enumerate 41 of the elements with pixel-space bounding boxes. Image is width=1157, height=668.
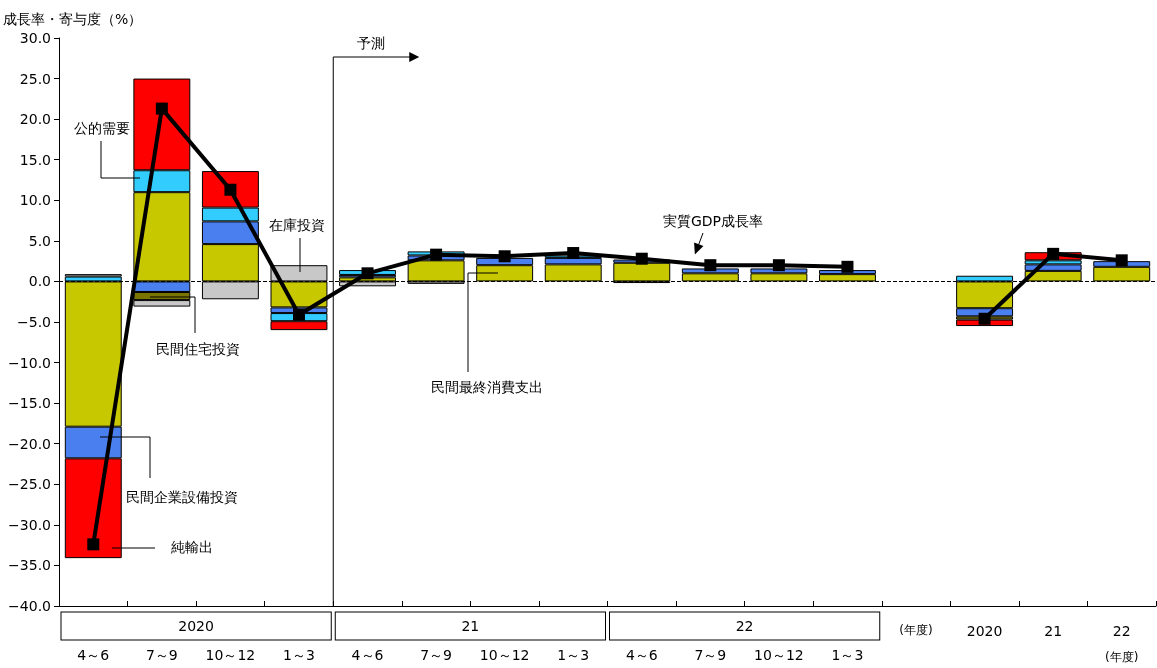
legend-label: 純輸出 <box>171 539 213 555</box>
text: 民間企業設備投資 <box>126 489 238 505</box>
y-tick-label: −35.0 <box>8 557 51 574</box>
x-tick-label: 1～3 <box>557 647 590 663</box>
x-tick-label: 7～9 <box>420 647 453 663</box>
y-tick-label: −40.0 <box>8 598 51 614</box>
annotation: 予測 <box>357 35 386 51</box>
y-tick-label: 0.0 <box>28 273 51 290</box>
y-tick-label: 30.0 <box>19 30 51 46</box>
x-tick-label: 1～3 <box>283 647 315 663</box>
x-tick-label: 4～6 <box>625 647 658 663</box>
y-tick-label: 20.0 <box>19 111 51 128</box>
y-tick-label: 25.0 <box>19 70 51 87</box>
text: (年度) <box>899 622 933 637</box>
x-tick-label: 1～3 <box>831 647 864 663</box>
x-tick-label: 2020 <box>966 623 1003 639</box>
y-axis-title: 成長率・寄与度（%） <box>3 11 143 27</box>
y-tick-label: −25.0 <box>8 476 51 493</box>
y-tick-label: −5.0 <box>17 314 51 330</box>
x-tick-label: 21 <box>1044 623 1063 639</box>
x-tick-label: 4～6 <box>351 647 384 663</box>
y-tick-label: 10.0 <box>19 192 51 209</box>
text: 公的需要 <box>74 120 130 136</box>
text: 実質GDP成長率 <box>662 213 764 229</box>
y-tick-label: −30.0 <box>8 516 51 533</box>
text: 在庫投資 <box>269 217 325 233</box>
x-tick-label: 10～12 <box>754 647 804 663</box>
y-tick-label: 15.0 <box>19 151 51 168</box>
y-tick-label: −20.0 <box>8 435 51 452</box>
y-tick-label: −10.0 <box>8 354 51 371</box>
x-tick-label: 10～12 <box>479 647 530 663</box>
text: (年度) <box>1105 649 1139 664</box>
y-tick-label: 5.0 <box>28 232 51 249</box>
text: 民間最終消費支出 <box>431 379 543 395</box>
x-tick-label: 4～6 <box>77 647 110 663</box>
x-tick-label: 7～9 <box>145 647 178 663</box>
y-tick-label: −15.0 <box>8 395 51 412</box>
text: 民間住宅投資 <box>156 341 240 357</box>
x-tick-label: 10～12 <box>205 647 256 663</box>
x-tick-label: 7～9 <box>694 647 727 663</box>
x-tick-label: 22 <box>1112 623 1131 639</box>
